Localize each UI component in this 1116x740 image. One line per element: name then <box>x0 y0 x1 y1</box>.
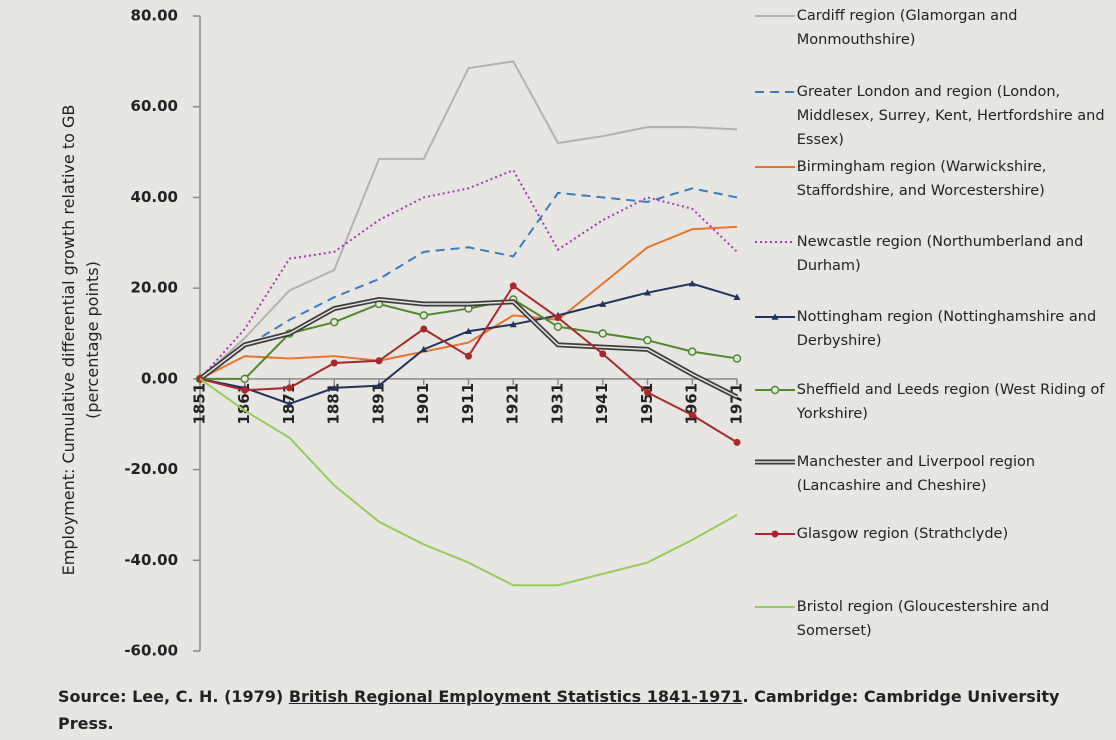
legend-entry: Bristol region (Gloucestershire and Some… <box>755 595 1105 643</box>
legend-swatch <box>755 459 795 465</box>
series-line <box>199 225 738 380</box>
marker <box>599 350 607 358</box>
legend-label: Bristol region (Gloucestershire and Some… <box>796 599 1050 639</box>
marker <box>465 327 472 335</box>
marker <box>420 325 428 333</box>
legend-label: Cardiff region (Glamorgan and Monmouthsh… <box>796 8 1018 48</box>
legend-label: Glasgow region (Strathclyde) <box>796 526 1009 542</box>
y-tick-label: 60.00 <box>131 97 178 115</box>
legend-entry: Manchester and Liverpool region (Lancash… <box>755 450 1105 498</box>
marker <box>733 438 741 446</box>
chart: -60.00 -40.00 -20.00 0.00 20.00 40.00 60.00 80.… <box>124 7 746 660</box>
marker <box>688 280 696 287</box>
legend-entry: Greater London and region (London, Middl… <box>755 80 1105 152</box>
marker <box>286 400 293 407</box>
legend-entry: Sheffield and Leeds region (West Riding … <box>755 378 1105 426</box>
series-line <box>199 187 738 380</box>
y-tick-label: 20.00 <box>131 279 178 297</box>
legend-entry: Cardiff region (Glamorgan and Monmouthsh… <box>755 4 1105 52</box>
x-tick-label: 1951 <box>638 383 656 425</box>
marker <box>375 357 383 365</box>
source-title: British Regional Employment Statistics 1… <box>288 687 743 706</box>
series-line <box>199 378 738 587</box>
x-tick-label: 1961 <box>683 383 701 425</box>
y-tick-label: -40.00 <box>124 551 178 569</box>
marker <box>375 382 383 389</box>
marker <box>732 354 742 363</box>
marker <box>688 411 696 419</box>
legend-entry: Glasgow region (Strathclyde) <box>755 522 1105 546</box>
legend-swatch <box>755 166 795 168</box>
legend-label: Manchester and Liverpool region (Lancash… <box>796 454 1036 494</box>
x-tick-label: 1891 <box>370 383 388 425</box>
x-tick-label: 1921 <box>504 383 522 425</box>
marker <box>643 336 652 345</box>
legend-label: Birmingham region (Warwickshire, Staffor… <box>796 159 1047 199</box>
legend-swatch <box>755 606 795 608</box>
x-tick-label: 1941 <box>593 383 611 425</box>
marker <box>420 345 428 353</box>
y-tick-label: -60.00 <box>124 642 178 660</box>
y-tick-label: 40.00 <box>131 188 178 206</box>
series-line-inner <box>199 298 738 398</box>
marker <box>771 530 779 538</box>
y-tick-label: 0.00 <box>141 369 178 387</box>
series-line <box>199 60 738 380</box>
legend-entry: Birmingham region (Warwickshire, Staffor… <box>755 155 1105 203</box>
legend-entry: Newcastle region (Northumberland and Dur… <box>755 230 1105 278</box>
marker <box>733 293 741 301</box>
source: Source: Lee, C. H. (1979) British Region… <box>58 683 1098 737</box>
marker <box>465 352 472 360</box>
marker <box>599 300 607 307</box>
y-tick-label: 80.00 <box>131 7 178 25</box>
marker <box>644 388 651 396</box>
marker <box>330 359 338 367</box>
marker <box>509 320 517 328</box>
marker <box>644 289 651 296</box>
marker <box>688 347 697 356</box>
x-tick-label: 1971 <box>728 383 746 425</box>
marker <box>330 384 338 391</box>
marker <box>553 322 563 331</box>
x-tick-label: 1911 <box>459 383 477 425</box>
legend-label: Sheffield and Leeds region (West Riding … <box>796 382 1105 422</box>
x-tick-label: 1901 <box>414 383 432 425</box>
marker <box>771 313 779 320</box>
legend-swatch <box>755 241 795 243</box>
source-prefix: Source: Lee, C. H. (1979) <box>58 687 284 706</box>
legend-swatch <box>755 15 795 17</box>
y-axis-label: Employment: Cumulative differential grow… <box>59 104 102 576</box>
x-tick-label: 1881 <box>325 383 343 425</box>
x-tick-label: 1851 <box>191 383 209 425</box>
legend-swatch <box>755 313 795 320</box>
marker <box>598 329 607 338</box>
marker <box>330 317 339 327</box>
legend-entry: Nottingham region (Nottinghamshire and D… <box>755 305 1105 353</box>
x-tick-label: 1931 <box>549 383 567 425</box>
marker <box>240 374 249 384</box>
legend-label: Greater London and region (London, Middl… <box>796 84 1105 148</box>
legend-label: Newcastle region (Northumberland and Dur… <box>796 234 1084 274</box>
marker <box>241 386 249 394</box>
series-line <box>199 168 738 380</box>
marker <box>554 314 562 322</box>
marker <box>419 311 428 320</box>
marker <box>770 385 780 395</box>
marker <box>509 282 517 290</box>
marker <box>286 384 293 392</box>
source-suffix: . Cambridge: Cambridge University Press. <box>58 687 1060 733</box>
legend-swatch <box>755 385 795 395</box>
y-tick-label: -20.00 <box>124 460 178 478</box>
legend-label: Nottingham region (Nottinghamshire and D… <box>796 309 1097 349</box>
legend-swatch <box>755 530 795 538</box>
legend-swatch <box>755 91 795 93</box>
